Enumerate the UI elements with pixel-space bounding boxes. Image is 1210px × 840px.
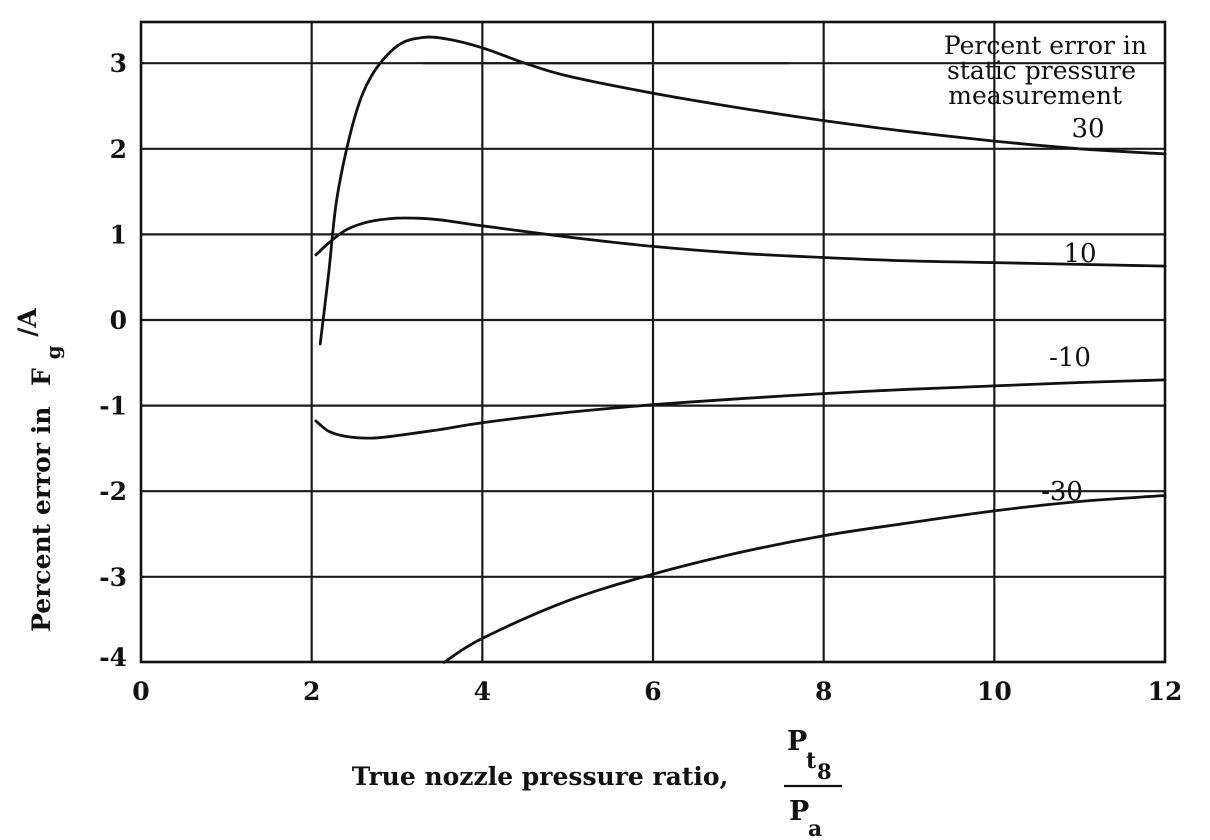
x-tick-label: 12: [1148, 677, 1183, 706]
y-tick-label: -3: [99, 563, 127, 592]
y-axis-title: Percent error in F g /A: [13, 308, 66, 632]
plot-frame: [139, 20, 1167, 664]
x-tick-label: 2: [303, 677, 320, 706]
y-axis-title-suffix: /A: [13, 308, 42, 337]
y-axis-title-main: F: [27, 368, 56, 386]
grid: [141, 22, 1165, 662]
y-tick-label: -2: [99, 477, 127, 506]
y-axis-title-sub: g: [41, 345, 65, 359]
legend-title-line-2: static pressure: [947, 56, 1136, 85]
series-label: -10: [1049, 343, 1091, 373]
legend-title: Percent error in static pressure measure…: [944, 31, 1147, 110]
series-labels: 30 10 -10 -30: [1041, 114, 1104, 507]
fraction-numerator-subsub: 8: [817, 759, 832, 784]
x-axis-fraction: P t 8 P a: [784, 726, 842, 840]
fraction-denominator-main: P: [789, 796, 809, 827]
legend-title-line-3: measurement: [948, 81, 1122, 110]
series-line-10: [314, 216, 1167, 268]
y-tick-label: -4: [99, 643, 127, 672]
series-line--10: [314, 378, 1167, 440]
series-label: 30: [1071, 114, 1104, 144]
series-label: 10: [1063, 239, 1096, 269]
x-tick-label: 6: [644, 677, 661, 706]
x-tick-label: 8: [815, 677, 832, 706]
x-tick-label: 0: [132, 677, 149, 706]
y-tick-label: 0: [110, 306, 127, 335]
x-tick-label: 4: [474, 677, 491, 706]
y-axis-title-text: Percent error in F g /A: [13, 308, 66, 632]
fraction-numerator-sub: t: [806, 748, 817, 774]
y-tick-label: 3: [110, 49, 127, 78]
x-axis-title: True nozzle pressure ratio,: [352, 762, 729, 791]
fraction-denominator-sub: a: [808, 816, 822, 840]
y-axis-title-prefix: Percent error in: [27, 407, 56, 632]
legend-title-line-1: Percent error in: [944, 31, 1147, 60]
y-tick-label: 1: [110, 220, 127, 249]
series-line--30: [442, 494, 1167, 664]
series-label: -30: [1041, 477, 1083, 507]
y-tick-label: 2: [110, 135, 127, 164]
x-tick-label: 10: [977, 677, 1012, 706]
data-series: [314, 35, 1167, 664]
y-tick-label: -1: [99, 392, 127, 421]
fraction-numerator-main: P: [787, 726, 807, 757]
